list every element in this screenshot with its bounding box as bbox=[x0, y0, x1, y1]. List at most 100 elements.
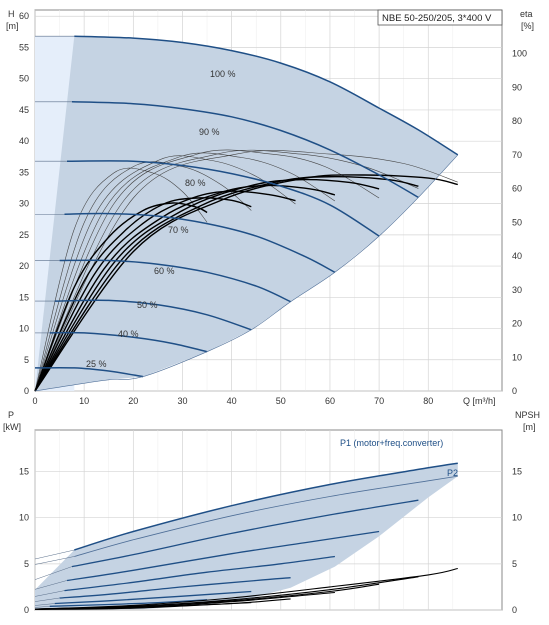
x-tick-label: 0 bbox=[32, 396, 37, 406]
power-curve-ext bbox=[34, 590, 65, 597]
y-axis-unit: [m] bbox=[6, 21, 19, 31]
title-box bbox=[377, 9, 503, 26]
p-tick-label: 5 bbox=[24, 559, 29, 569]
y-tick-label: 15 bbox=[19, 292, 29, 302]
y-tick-label: 30 bbox=[19, 199, 29, 209]
efficiency-curve bbox=[34, 178, 380, 392]
curve-label: 50 % bbox=[137, 300, 158, 310]
y2-tick-label: 50 bbox=[512, 217, 522, 227]
power-curve-ext bbox=[34, 603, 55, 606]
x-tick-label: 50 bbox=[276, 396, 286, 406]
bottom-power-curves bbox=[34, 499, 419, 610]
y2-tick-label: 30 bbox=[512, 285, 522, 295]
top-thin-curves bbox=[34, 149, 458, 392]
operating-area-bottom bbox=[35, 463, 458, 610]
bottom-operating-area bbox=[35, 463, 458, 610]
p-axis-label: P bbox=[8, 410, 14, 420]
curve-label: 100 % bbox=[210, 69, 236, 79]
power-panel: 0 5 10 15 0 5 10 15 P [kW] NPSH [m] P1 (motor+f… bbox=[3, 410, 540, 615]
y-tick-label: 25 bbox=[19, 230, 29, 240]
y2-tick-label: 80 bbox=[512, 116, 522, 126]
y-tick-label: 55 bbox=[19, 42, 29, 52]
top-curve-labels: 100 % 90 % 80 % 70 % 60 % 50 % 40 % 25 % bbox=[86, 69, 236, 369]
top-efficiency-curves bbox=[34, 174, 458, 392]
x-tick-label: 30 bbox=[177, 396, 187, 406]
y2-tick-label: 10 bbox=[512, 352, 522, 362]
chart-title: NBE 50-250/205, 3*400 V bbox=[382, 13, 492, 24]
x-tick-label: 20 bbox=[128, 396, 138, 406]
power-curve bbox=[66, 530, 380, 582]
y-tick-label: 0 bbox=[24, 386, 29, 396]
x-tick-label: 60 bbox=[325, 396, 335, 406]
power-curve-ext bbox=[34, 606, 50, 608]
x-tick-label: 10 bbox=[79, 396, 89, 406]
legend-p2: P2 bbox=[447, 468, 458, 478]
npsh-tick-label: 5 bbox=[512, 559, 517, 569]
npsh-curve bbox=[34, 567, 458, 610]
npsh-axis-label: NPSH bbox=[515, 410, 540, 420]
y-tick-label: 45 bbox=[19, 105, 29, 115]
head-curve-0 bbox=[74, 35, 459, 156]
x-tick-label: 70 bbox=[374, 396, 384, 406]
power-curve bbox=[49, 599, 208, 607]
y2-tick-label: 20 bbox=[512, 319, 522, 329]
efficiency-curve bbox=[34, 190, 296, 392]
power-curve bbox=[71, 499, 419, 568]
power-curve bbox=[64, 555, 335, 592]
thin-curve bbox=[34, 152, 336, 392]
power-curve-ext bbox=[34, 580, 68, 590]
y-tick-label: 40 bbox=[19, 136, 29, 146]
head-curve-7 bbox=[34, 366, 144, 378]
head-curve-2 bbox=[66, 160, 380, 237]
npsh-tick-label: 0 bbox=[512, 605, 517, 615]
x-tick-label: 80 bbox=[423, 396, 433, 406]
power-curve-ext bbox=[34, 566, 72, 580]
curve-label: 25 % bbox=[86, 359, 107, 369]
legend-p1: P1 (motor+freq.converter) bbox=[340, 438, 443, 448]
power-curve-ext bbox=[34, 597, 60, 602]
y-tick-label: 50 bbox=[19, 74, 29, 84]
thin-curve bbox=[34, 155, 296, 392]
efficiency-curve bbox=[34, 197, 252, 392]
p-tick-label: 15 bbox=[19, 467, 29, 477]
y2-tick-label: 60 bbox=[512, 184, 522, 194]
curve-label: 40 % bbox=[118, 329, 139, 339]
thin-curve bbox=[34, 150, 458, 392]
top-head-curves bbox=[34, 35, 459, 392]
curve-label: 70 % bbox=[168, 225, 189, 235]
efficiency-curve bbox=[34, 184, 336, 392]
head-curve-3 bbox=[64, 212, 336, 273]
y2-axis-label: eta bbox=[520, 9, 533, 19]
npsh-tick-label: 10 bbox=[512, 513, 522, 523]
y-tick-label: 60 bbox=[19, 11, 29, 21]
head-curve-4 bbox=[59, 259, 291, 303]
series-ext bbox=[34, 549, 75, 560]
y-tick-label: 35 bbox=[19, 167, 29, 177]
x-axis-label: Q [m³/h] bbox=[463, 396, 496, 406]
y2-tick-label: 90 bbox=[512, 82, 522, 92]
top-tick-labels: 0 10 20 30 40 50 60 70 80 0 5 10 15 20 25 30 35 40 45 50 55 6… bbox=[19, 11, 527, 406]
y-tick-label: 10 bbox=[19, 324, 29, 334]
curve-label: 80 % bbox=[185, 178, 206, 188]
bottom-tick-labels: 0 5 10 15 0 5 10 15 bbox=[19, 467, 522, 615]
y-tick-label: 20 bbox=[19, 261, 29, 271]
head-curve-1 bbox=[71, 101, 419, 199]
p-tick-label: 10 bbox=[19, 513, 29, 523]
y-tick-label: 5 bbox=[24, 355, 29, 365]
power-curve bbox=[59, 577, 291, 599]
npsh-tick-label: 15 bbox=[512, 467, 522, 477]
curve-label: 60 % bbox=[154, 266, 175, 276]
p1-curve bbox=[74, 462, 458, 551]
npsh-curve bbox=[34, 602, 252, 611]
p2-curve bbox=[74, 475, 458, 557]
performance-panel: 100 % 90 % 80 % 70 % 60 % 50 % 40 % 25 % 0 10 20 3… bbox=[6, 9, 534, 406]
y2-tick-label: 100 bbox=[512, 49, 527, 59]
thin-curve bbox=[34, 149, 380, 392]
p-axis-unit: [kW] bbox=[3, 422, 21, 432]
curve-label: 90 % bbox=[199, 127, 220, 137]
npsh-axis-unit: [m] bbox=[523, 422, 536, 432]
head-curve-6 bbox=[49, 331, 208, 353]
thin-curve bbox=[34, 161, 252, 392]
y2-tick-label: 40 bbox=[512, 251, 522, 261]
